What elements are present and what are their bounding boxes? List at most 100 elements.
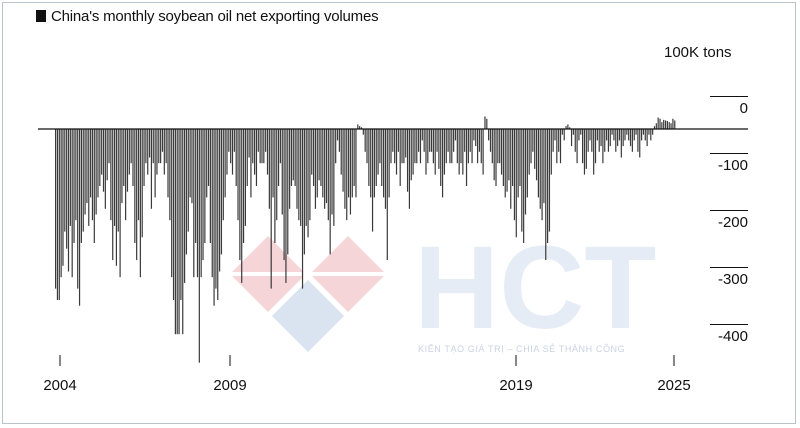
bar	[510, 129, 512, 209]
bar	[185, 129, 188, 255]
y-tick-label: -400	[717, 328, 748, 345]
bar	[381, 129, 383, 186]
bar	[189, 129, 191, 198]
bar	[257, 129, 259, 152]
bar	[552, 129, 554, 152]
bar	[346, 129, 348, 221]
bar	[567, 124, 569, 129]
bar	[78, 129, 81, 306]
bar	[156, 129, 158, 175]
bar	[362, 129, 364, 135]
bar	[160, 129, 162, 164]
bar	[432, 129, 434, 164]
bar	[550, 129, 552, 175]
bar	[342, 129, 344, 192]
bar	[434, 129, 436, 175]
bar	[211, 129, 213, 278]
bar	[132, 129, 134, 186]
bar	[130, 129, 132, 164]
bar	[139, 129, 141, 278]
bar	[403, 129, 405, 164]
bar	[545, 129, 547, 261]
bar	[489, 129, 492, 152]
bar	[370, 129, 372, 198]
y-tick-line	[710, 96, 748, 97]
bar	[419, 129, 422, 164]
bar	[443, 129, 446, 175]
bar	[561, 129, 563, 135]
bar	[235, 129, 237, 186]
bar	[401, 129, 403, 164]
bar	[255, 129, 258, 186]
chart-title: China's monthly soybean oil net exportin…	[36, 8, 379, 25]
y-tick-label: -300	[717, 271, 748, 288]
bar	[141, 129, 143, 238]
bar	[386, 129, 388, 261]
bar	[640, 129, 643, 141]
bar	[475, 129, 477, 147]
bar	[206, 129, 208, 198]
bar	[366, 129, 368, 164]
watermark-logo: HCT	[232, 222, 657, 354]
bar	[500, 129, 503, 175]
y-tick-line	[710, 153, 748, 154]
bar	[193, 129, 195, 278]
bar	[274, 129, 276, 243]
bar	[265, 129, 267, 152]
y-unit-label: 100K tons	[664, 44, 732, 61]
bar	[75, 129, 77, 221]
bar	[440, 129, 442, 186]
bar	[219, 129, 221, 272]
bar	[418, 129, 420, 152]
bar	[101, 129, 103, 175]
bar	[322, 129, 324, 198]
bar	[373, 129, 375, 198]
bar	[119, 129, 121, 278]
bar	[338, 129, 340, 152]
bar	[523, 129, 525, 243]
bar	[441, 129, 444, 198]
bar	[77, 129, 79, 289]
bar	[242, 129, 245, 243]
bar	[307, 129, 309, 238]
bar	[351, 129, 353, 198]
bar	[405, 129, 407, 158]
bar	[582, 129, 584, 164]
bar	[532, 129, 534, 152]
bar	[521, 129, 523, 232]
bar	[314, 129, 317, 209]
bar	[279, 129, 282, 164]
bar	[388, 129, 390, 198]
bar	[121, 129, 123, 204]
bar	[187, 129, 189, 232]
bar	[408, 129, 410, 209]
bar	[535, 129, 538, 181]
bar	[458, 129, 460, 175]
bar	[228, 129, 230, 152]
watermark-logo-text: HCT	[414, 222, 657, 354]
bar	[300, 129, 302, 226]
bar	[653, 126, 656, 129]
watermark-tagline: KIẾN TẠO GIÁ TRỊ – CHIA SẺ THÀNH CÔNG	[418, 344, 626, 354]
bar	[353, 129, 355, 186]
bar	[97, 129, 99, 198]
bar	[537, 129, 539, 198]
bar	[482, 129, 484, 175]
bar	[611, 129, 613, 135]
bar	[277, 129, 280, 186]
bar	[69, 129, 71, 226]
y-tick-label: -100	[717, 157, 748, 174]
x-tick-label: 2009	[213, 377, 247, 394]
bar	[539, 129, 541, 209]
bar	[613, 129, 615, 141]
bar	[600, 129, 602, 147]
bar	[436, 129, 438, 152]
bar	[349, 129, 352, 215]
bar	[198, 129, 200, 363]
bar	[491, 129, 493, 164]
bar	[602, 129, 604, 164]
y-tick-line	[710, 267, 748, 268]
bar	[230, 129, 232, 164]
bar	[176, 129, 178, 335]
bar	[99, 129, 101, 186]
